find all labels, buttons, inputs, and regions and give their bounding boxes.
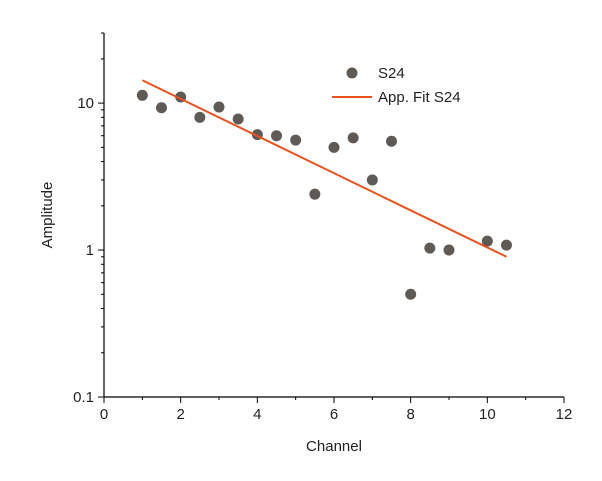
data-point: [156, 102, 167, 114]
legend-marker-s24: [346, 67, 358, 79]
x-tick-label: 2: [176, 406, 184, 423]
x-tick-label: 0: [100, 406, 108, 423]
legend: S24 App. Fit S24: [332, 65, 461, 106]
data-point: [424, 242, 436, 254]
data-point: [309, 188, 321, 200]
y-tick-label: 1: [86, 242, 94, 259]
y-tick-label: 0.1: [73, 389, 94, 406]
data-point: [405, 288, 417, 300]
x-tick-label: 12: [556, 406, 573, 423]
y-tick-label: 10: [77, 95, 94, 112]
data-point: [386, 135, 397, 147]
data-point: [347, 132, 359, 144]
data-point: [443, 244, 455, 256]
data-point: [271, 130, 282, 142]
data-point: [232, 113, 244, 125]
data-point: [328, 141, 340, 153]
axes: [103, 33, 564, 398]
fit-line: [141, 79, 507, 258]
x-tick-label: 6: [330, 406, 338, 423]
x-axis-title: Channel: [306, 438, 362, 455]
x-tick-label: 8: [406, 406, 414, 423]
data-point: [481, 235, 493, 247]
plot-marks: [136, 79, 512, 300]
ticks: 0 2 4 6 8 10 12 0.1 1 10: [73, 32, 573, 423]
x-tick-label: 10: [479, 406, 496, 423]
x-tick-label: 4: [253, 406, 261, 423]
y-axis-title: Amplitude: [39, 182, 56, 249]
data-point: [136, 89, 148, 101]
data-point: [213, 101, 225, 113]
legend-label-fit: App. Fit S24: [378, 89, 461, 106]
data-point: [366, 174, 378, 186]
legend-label-s24: S24: [378, 65, 405, 82]
data-point: [501, 239, 512, 251]
data-point: [194, 111, 206, 123]
data-point: [290, 134, 302, 146]
